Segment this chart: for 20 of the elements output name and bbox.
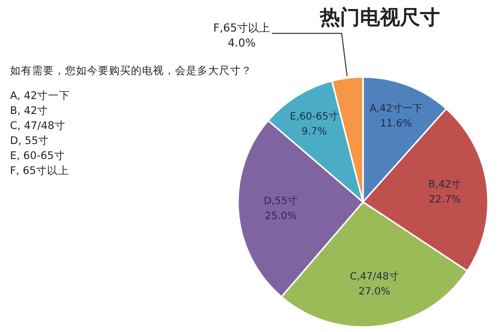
data-label: 9.7% xyxy=(301,126,327,138)
slice-label: B,42寸 xyxy=(428,178,462,190)
slice-label: D,55寸 xyxy=(264,195,298,208)
text: A, 42寸一下 xyxy=(10,89,72,104)
text: E, 60-65寸 xyxy=(10,149,66,164)
slice-label: C,47/48寸 xyxy=(350,270,399,283)
slice-label: A,42寸一下 xyxy=(370,102,422,115)
text: C, 47/48寸 xyxy=(10,119,66,134)
data-label: 27.0% xyxy=(358,286,390,298)
data-label: 22.7% xyxy=(428,194,461,206)
text: 如有需要，您如今要购买的电视，会是多大尺寸？ xyxy=(10,64,252,79)
slice-label: E,60-65寸 xyxy=(290,110,338,122)
data-label: 11.6% xyxy=(380,118,412,130)
text: D, 55寸 xyxy=(10,134,50,149)
data-label: 25.0% xyxy=(264,211,297,222)
text: B, 42寸 xyxy=(10,104,50,119)
chart-title: 热门电视尺寸 xyxy=(318,4,441,31)
data-label: 4.0% xyxy=(228,36,256,50)
text: F, 65寸以上 xyxy=(10,164,70,179)
slice-label: F,65寸以上 xyxy=(213,21,270,34)
